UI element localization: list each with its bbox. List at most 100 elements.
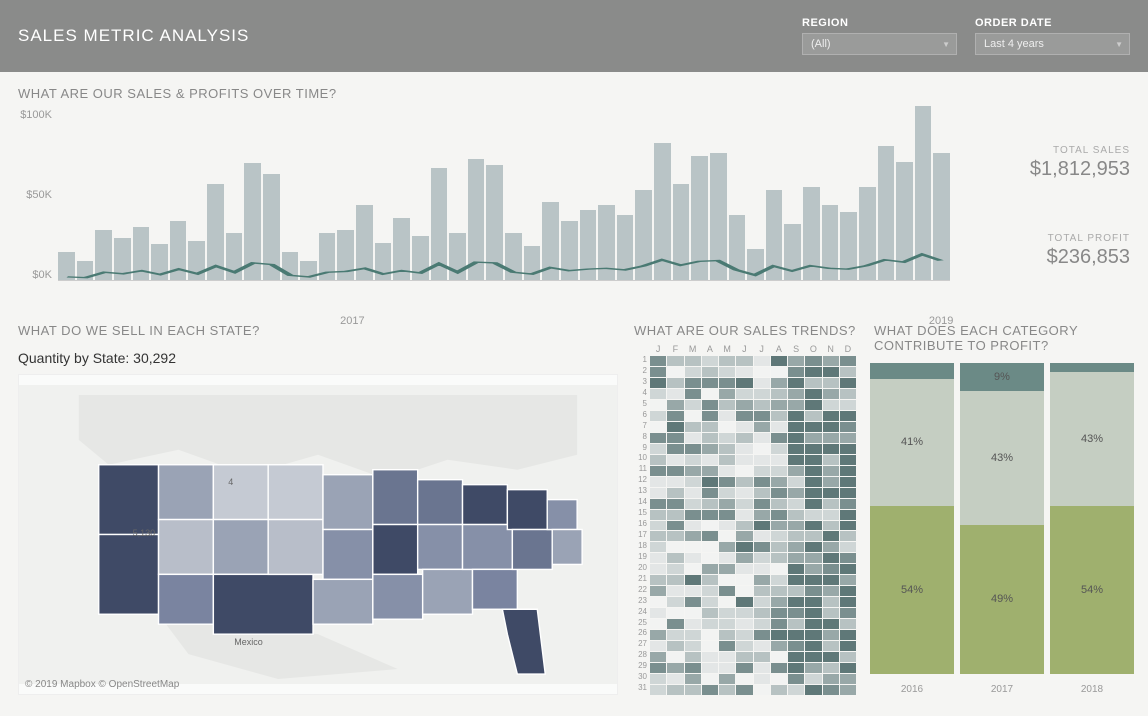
heatmap-cell bbox=[840, 630, 856, 640]
stacked-bar: 54%43% bbox=[1050, 363, 1134, 674]
filter-region-value: (All) bbox=[811, 38, 831, 50]
heatmap-cell bbox=[788, 510, 804, 520]
heatmap-cell bbox=[805, 411, 821, 421]
heatmap-cell bbox=[685, 619, 701, 629]
heatmap-cell bbox=[650, 575, 666, 585]
heatmap-cell bbox=[685, 422, 701, 432]
sales-bar bbox=[580, 210, 597, 280]
heatmap-cell bbox=[667, 674, 683, 684]
sales-bar bbox=[542, 202, 559, 280]
heatmap-cell bbox=[754, 630, 770, 640]
stack-xaxis-label: 2018 bbox=[1050, 684, 1134, 695]
heatmap-cell bbox=[667, 466, 683, 476]
heatmap-cell bbox=[685, 564, 701, 574]
heatmap-cell bbox=[823, 466, 839, 476]
heatmap-cell bbox=[719, 641, 735, 651]
sales-bar bbox=[784, 224, 801, 280]
stacked-bar-chart[interactable]: 54%41%49%43%9%54%43% bbox=[866, 359, 1144, 678]
heatmap-cell bbox=[788, 553, 804, 563]
heatmap-cell bbox=[788, 564, 804, 574]
heatmap-cell bbox=[667, 652, 683, 662]
stacked-bar: 54%41% bbox=[870, 363, 954, 674]
sales-trends-title: WHAT ARE OUR SALES TRENDS? bbox=[630, 319, 860, 344]
heatmap-cell bbox=[805, 367, 821, 377]
heatmap-cell bbox=[736, 444, 752, 454]
header-bar: SALES METRIC ANALYSIS REGION (All) ORDER… bbox=[0, 0, 1148, 72]
heatmap-cell bbox=[650, 400, 666, 410]
heatmap-cell bbox=[719, 466, 735, 476]
heatmap-cell bbox=[719, 531, 735, 541]
sales-bar bbox=[393, 218, 410, 280]
heatmap-cell bbox=[736, 674, 752, 684]
heatmap-cell bbox=[754, 564, 770, 574]
heatmap-cell bbox=[754, 619, 770, 629]
heatmap-cell bbox=[702, 542, 718, 552]
heatmap-cell bbox=[650, 652, 666, 662]
heatmap-cell bbox=[788, 356, 804, 366]
heatmap-cell bbox=[685, 521, 701, 531]
heatmap-cell bbox=[805, 433, 821, 443]
heatmap-cell bbox=[685, 367, 701, 377]
filter-order-date-select[interactable]: Last 4 years bbox=[975, 33, 1130, 55]
sales-bar bbox=[822, 205, 839, 280]
map-callout: 5,130 bbox=[133, 528, 156, 538]
filter-region-select[interactable]: (All) bbox=[802, 33, 957, 55]
heatmap-cell bbox=[840, 542, 856, 552]
heatmap-cell bbox=[823, 586, 839, 596]
heatmap-cell bbox=[754, 663, 770, 673]
heatmap-cell bbox=[667, 630, 683, 640]
heatmap-cell bbox=[771, 652, 787, 662]
heatmap-cell bbox=[805, 652, 821, 662]
heatmap-cell bbox=[754, 477, 770, 487]
heatmap-cell bbox=[788, 542, 804, 552]
heatmap-cell bbox=[840, 455, 856, 465]
heatmap-cell bbox=[771, 663, 787, 673]
heatmap-cell bbox=[719, 411, 735, 421]
heatmap-cell bbox=[840, 367, 856, 377]
heatmap-cell bbox=[702, 466, 718, 476]
heatmap-cell bbox=[736, 597, 752, 607]
heatmap-cell bbox=[840, 641, 856, 651]
heatmap-cell bbox=[840, 685, 856, 695]
sales-chart-bars[interactable] bbox=[58, 109, 950, 281]
heatmap-cell bbox=[840, 488, 856, 498]
heatmap-cell bbox=[736, 531, 752, 541]
heatmap-cell bbox=[667, 389, 683, 399]
heatmap-cell bbox=[702, 499, 718, 509]
heatmap-cell bbox=[650, 477, 666, 487]
heatmap-cell bbox=[685, 531, 701, 541]
heatmap-cell bbox=[771, 455, 787, 465]
heatmap-cell bbox=[823, 575, 839, 585]
state-map[interactable]: © 2019 Mapbox © OpenStreetMap 45,130Mexi… bbox=[18, 374, 618, 695]
heatmap-cell bbox=[805, 531, 821, 541]
heatmap-cell bbox=[685, 575, 701, 585]
sales-bar bbox=[244, 163, 261, 280]
heatmap-cell bbox=[754, 641, 770, 651]
heatmap-grid[interactable] bbox=[650, 356, 856, 695]
heatmap-cell bbox=[840, 553, 856, 563]
heatmap-cell bbox=[771, 389, 787, 399]
sales-bar bbox=[431, 168, 448, 280]
heatmap-cell bbox=[754, 542, 770, 552]
sales-bar bbox=[468, 159, 485, 280]
sales-bar bbox=[226, 233, 243, 280]
heatmap-cell bbox=[840, 652, 856, 662]
heatmap-cell bbox=[650, 685, 666, 695]
heatmap-cell bbox=[788, 641, 804, 651]
sales-bar bbox=[859, 187, 876, 280]
sales-bar bbox=[356, 205, 373, 280]
heatmap-cell bbox=[754, 378, 770, 388]
heatmap-cell bbox=[805, 685, 821, 695]
sales-bar bbox=[915, 106, 932, 280]
filter-order-date-value: Last 4 years bbox=[984, 38, 1044, 50]
heatmap-cell bbox=[840, 499, 856, 509]
heatmap-day-labels: 1234567891011121314151617181920212223242… bbox=[634, 356, 650, 695]
heatmap-cell bbox=[788, 466, 804, 476]
stack-xaxis-label: 2017 bbox=[960, 684, 1044, 695]
sales-over-time-chart: $100K $50K $0K 20172019 TOTAL SALES $1,8… bbox=[0, 109, 1148, 319]
heatmap-cell bbox=[667, 422, 683, 432]
heatmap-cell bbox=[702, 652, 718, 662]
xaxis-tick: 2017 bbox=[340, 315, 364, 327]
heatmap-cell bbox=[702, 531, 718, 541]
category-profit-panel: WHAT DOES EACH CATEGORY CONTRIBUTE TO PR… bbox=[866, 319, 1144, 699]
